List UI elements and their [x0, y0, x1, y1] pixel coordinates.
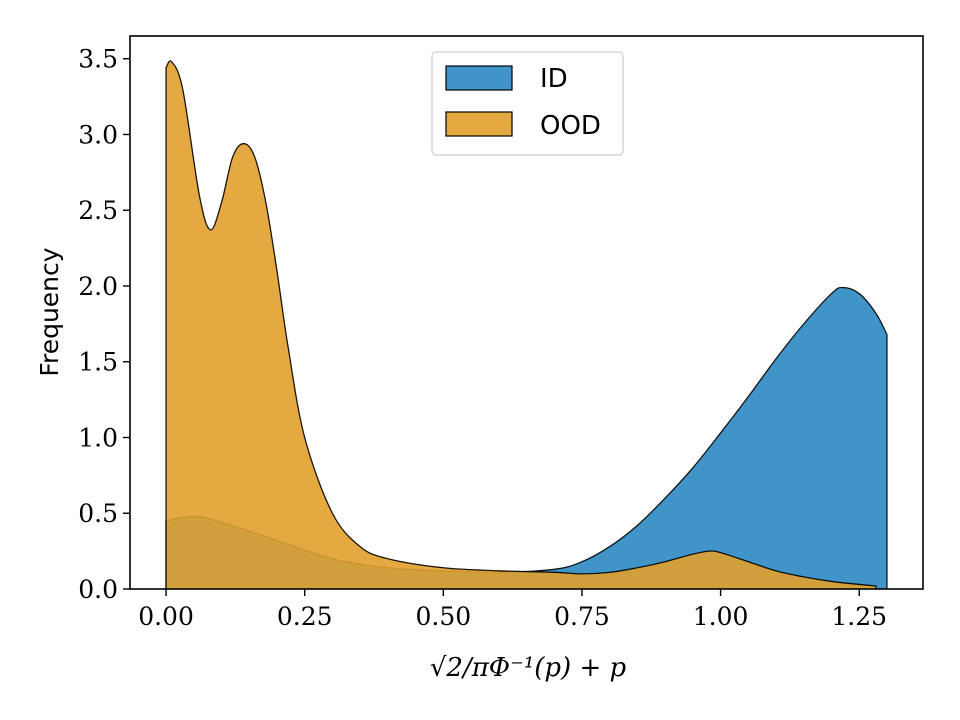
x-tick-label: 0.25 [277, 602, 333, 631]
plot-area [165, 60, 888, 590]
y-tick-label: 0.5 [78, 499, 118, 528]
plot-frame [129, 35, 924, 590]
legend-swatch-id [445, 65, 513, 91]
y-tick-label: 3.5 [78, 45, 118, 74]
area-ood [166, 60, 876, 590]
x-tick-label: 1.00 [693, 602, 749, 631]
x-tick-label: 0.00 [138, 602, 194, 631]
y-tick-label: 0.0 [78, 575, 118, 604]
x-axis-label: √2/πΦ⁻¹(p) + p [430, 653, 627, 683]
y-tick-label: 1.0 [78, 423, 118, 452]
x-tick-label: 1.25 [831, 602, 887, 631]
x-axis: 0.00 0.25 0.50 0.75 1.00 1.25 [138, 589, 887, 631]
area-id [166, 287, 887, 589]
y-tick-label: 1.5 [78, 348, 118, 377]
legend-label-ood: OOD [540, 111, 601, 141]
x-tick-label: 0.50 [415, 602, 471, 631]
y-axis-label: Frequency [35, 247, 64, 376]
legend-label-id: ID [540, 64, 568, 94]
legend: ID OOD [431, 51, 624, 156]
x-axis-label-text: √2/πΦ⁻¹(p) + p [430, 653, 627, 683]
legend-swatch-ood [445, 111, 513, 137]
y-axis: 0.0 0.5 1.0 1.5 2.0 2.5 3.0 3.5 [78, 45, 130, 604]
y-tick-label: 2.0 [78, 272, 118, 301]
outline-ood [165, 60, 877, 589]
y-tick-label: 2.5 [78, 196, 118, 225]
x-tick-label: 0.75 [554, 602, 610, 631]
y-tick-label: 3.0 [78, 120, 118, 149]
